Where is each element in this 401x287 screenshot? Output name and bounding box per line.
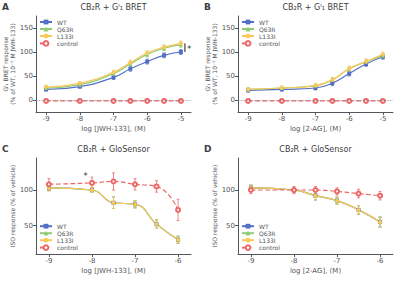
svg-text:0: 0 [29, 96, 33, 104]
svg-text:150: 150 [222, 24, 235, 32]
svg-text:0: 0 [231, 96, 235, 104]
svg-text:WT: WT [57, 223, 67, 230]
svg-text:-5: -5 [177, 115, 184, 123]
svg-text:50: 50 [226, 72, 235, 80]
svg-text:-7: -7 [132, 257, 139, 265]
svg-text:-6: -6 [144, 115, 152, 123]
svg-text:-8: -8 [76, 115, 83, 123]
svg-text:(% of WT, 10⁻⁵ M JWH-133): (% of WT, 10⁻⁵ M JWH-133) [9, 23, 17, 104]
svg-text:L133I: L133I [57, 33, 74, 40]
svg-text:-7: -7 [312, 115, 319, 123]
svg-text:100: 100 [222, 48, 235, 56]
svg-text:CB₂R + GloSensor: CB₂R + GloSensor [279, 145, 352, 154]
svg-text:L133I: L133I [259, 237, 276, 244]
svg-text:Q63R: Q63R [259, 26, 276, 33]
svg-text:-8: -8 [88, 257, 95, 265]
svg-text:Q63R: Q63R [57, 230, 74, 237]
svg-text:CB₂R + Gᴵ₁ BRET: CB₂R + Gᴵ₁ BRET [282, 3, 348, 12]
svg-text:log [2-AG], (M): log [2-AG], (M) [290, 267, 341, 275]
svg-text:50: 50 [226, 222, 235, 230]
svg-text:-8: -8 [290, 257, 297, 265]
svg-text:log [JWH-133], (M): log [JWH-133], (M) [81, 125, 146, 133]
svg-text:ISO response (% of vehicle): ISO response (% of vehicle) [211, 165, 219, 248]
svg-text:50: 50 [24, 72, 33, 80]
svg-text:L133I: L133I [57, 237, 74, 244]
svg-text:D: D [204, 144, 211, 154]
svg-text:-8: -8 [278, 115, 285, 123]
svg-text:WT: WT [259, 19, 269, 26]
svg-text:ISO response (% of vehicle): ISO response (% of vehicle) [9, 165, 17, 248]
svg-text:C: C [2, 144, 9, 154]
svg-text:WT: WT [57, 19, 67, 26]
svg-text:log [2-AG], (M): log [2-AG], (M) [290, 125, 341, 133]
svg-text:-6: -6 [377, 257, 385, 265]
svg-text:B: B [204, 2, 211, 12]
svg-text:-9: -9 [247, 257, 254, 265]
svg-text:100: 100 [20, 48, 33, 56]
svg-text:-6: -6 [175, 257, 183, 265]
svg-text:100: 100 [222, 186, 235, 194]
svg-text:-9: -9 [45, 257, 52, 265]
svg-text:150: 150 [20, 24, 33, 32]
svg-text:control: control [57, 40, 78, 47]
svg-text:*: * [187, 44, 192, 54]
svg-text:-9: -9 [245, 115, 252, 123]
svg-text:CB₂R + GloSensor: CB₂R + GloSensor [77, 145, 150, 154]
svg-text:Gᴵ₁ BRET response: Gᴵ₁ BRET response [1, 36, 9, 92]
svg-text:-5: -5 [379, 115, 386, 123]
svg-text:control: control [57, 244, 78, 251]
svg-text:L133I: L133I [259, 33, 276, 40]
svg-text:control: control [259, 40, 280, 47]
svg-text:log [JWH-133], (M): log [JWH-133], (M) [81, 267, 146, 275]
svg-text:*: * [83, 171, 88, 181]
svg-text:-9: -9 [43, 115, 50, 123]
svg-text:WT: WT [259, 223, 269, 230]
svg-text:(% of WT, 10⁻⁵ M JWH-133): (% of WT, 10⁻⁵ M JWH-133) [211, 23, 219, 104]
svg-text:50: 50 [24, 222, 33, 230]
svg-text:A: A [2, 2, 9, 12]
svg-text:CB₂R + Gᴵ₁ BRET: CB₂R + Gᴵ₁ BRET [80, 3, 146, 12]
svg-text:-6: -6 [346, 115, 354, 123]
svg-text:Gᴵ₁ BRET response: Gᴵ₁ BRET response [203, 36, 211, 92]
svg-text:100: 100 [20, 186, 33, 194]
svg-text:-7: -7 [110, 115, 117, 123]
svg-text:control: control [259, 244, 280, 251]
svg-text:-7: -7 [334, 257, 341, 265]
svg-text:Q63R: Q63R [57, 26, 74, 33]
svg-text:Q63R: Q63R [259, 230, 276, 237]
